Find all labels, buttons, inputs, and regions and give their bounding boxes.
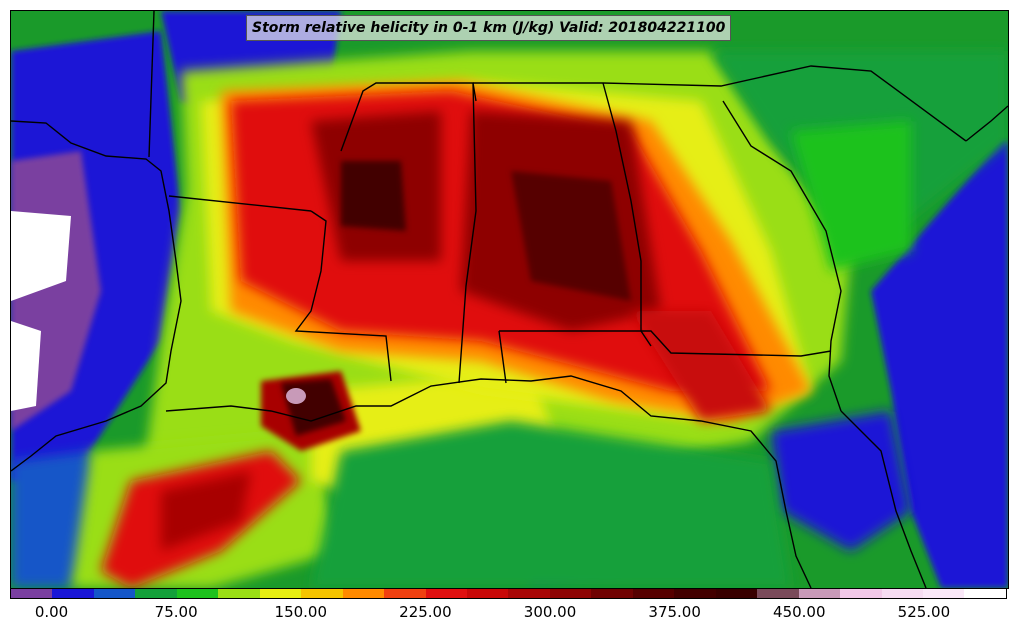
colorbar-segment <box>922 589 965 598</box>
colorbar-tick-label: 525.00 <box>897 603 951 621</box>
colorbar-tick-label: 0.00 <box>34 603 69 621</box>
colorbar-segment <box>176 589 219 598</box>
state-boundaries <box>11 11 1008 588</box>
colorbar-segment <box>632 589 675 598</box>
colorbar-segment <box>757 589 799 598</box>
colorbar-segment <box>674 589 716 598</box>
colorbar-tick-label: 75.00 <box>154 603 198 621</box>
colorbar-segment <box>715 589 758 598</box>
colorbar-segment <box>301 589 343 598</box>
colorbar-segment <box>881 589 923 598</box>
colorbar-tick-label: 375.00 <box>648 603 701 621</box>
colorbar-segment <box>425 589 467 598</box>
colorbar <box>10 588 1007 599</box>
colorbar-tick-label: 450.00 <box>773 603 826 621</box>
colorbar-tick-label: 300.00 <box>523 603 577 621</box>
colorbar-segment <box>798 589 841 598</box>
colorbar-segment <box>52 589 94 598</box>
map-title: Storm relative helicity in 0-1 km (J/kg)… <box>246 15 732 41</box>
colorbar-ticks: 0.00 75.00 150.00 225.00 300.00 375.00 450.00 5… <box>10 599 1007 629</box>
colorbar-segment <box>549 589 592 598</box>
colorbar-segment <box>218 589 260 598</box>
colorbar-segment <box>11 589 53 598</box>
colorbar-segment <box>466 589 509 598</box>
colorbar-tick-label: 150.00 <box>274 603 328 621</box>
colorbar-segment <box>964 589 1006 598</box>
colorbar-segment <box>591 589 633 598</box>
colorbar-tick-label: 225.00 <box>399 603 452 621</box>
colorbar-segment <box>342 589 385 598</box>
helicity-shading <box>11 11 1008 588</box>
colorbar-segment <box>508 589 550 598</box>
map-panel <box>10 10 1009 589</box>
colorbar-segment <box>259 589 302 598</box>
colorbar-segment <box>840 589 882 598</box>
colorbar-segment <box>93 589 136 598</box>
colorbar-segment <box>135 589 177 598</box>
colorbar-segment <box>384 589 426 598</box>
helicity-field-map <box>11 11 1008 588</box>
